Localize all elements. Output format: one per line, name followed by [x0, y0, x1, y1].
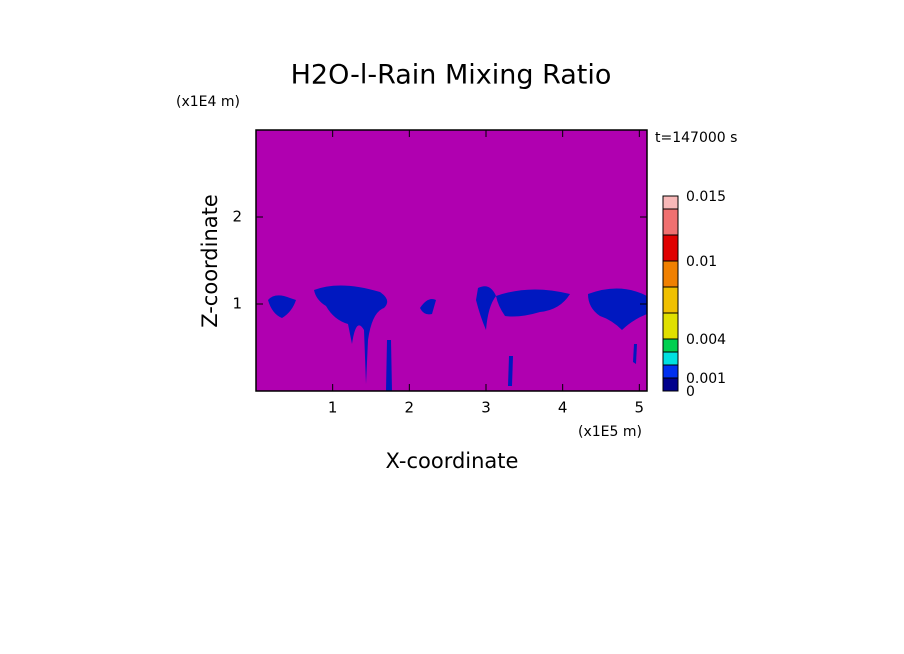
colorbar-tick-label: 0.01: [686, 254, 717, 270]
x-tick-label: 5: [635, 399, 645, 417]
colorbar-segment: [662, 286, 679, 314]
rain-patch: [633, 344, 637, 364]
colorbar-segment: [662, 260, 679, 288]
x-axis-label: X-coordinate: [386, 449, 519, 473]
colorbar-segment: [662, 312, 679, 340]
rain-patch: [476, 286, 496, 330]
colorbar-tick-label: 0.001: [686, 371, 726, 387]
y-tick-label: 2: [232, 208, 242, 226]
rain-patch: [496, 289, 570, 317]
colorbar-segment: [662, 234, 679, 262]
plot-frame: [255, 129, 648, 392]
x-tick-label: 4: [558, 399, 568, 417]
colorbar-tick-label: 0.015: [686, 189, 726, 205]
colorbar-segment: [662, 208, 679, 236]
colorbar-segment: [662, 364, 679, 379]
plot-background: [256, 130, 647, 391]
colorbar-segment: [662, 195, 679, 210]
rain-patch: [508, 356, 513, 386]
y-tick-label: 1: [232, 295, 242, 313]
rain-patches: [268, 285, 647, 391]
colorbar-segment: [662, 338, 679, 353]
chart-title: H2O-l-Rain Mixing Ratio: [291, 60, 612, 91]
colorbar-tick-label: 0: [686, 384, 695, 400]
x-tick-label: 2: [405, 399, 415, 417]
x-tick-label: 3: [481, 399, 491, 417]
rain-patch: [588, 288, 647, 330]
rain-patch: [420, 299, 436, 315]
rain-patch: [386, 340, 392, 391]
time-label: t=147000 s: [655, 130, 737, 146]
rain-patch: [268, 295, 296, 318]
colorbar-tick-label: 0.004: [686, 332, 726, 348]
colorbar-segment: [662, 351, 679, 366]
x-tick-label: 1: [328, 399, 338, 417]
x-unit: (x1E5 m): [578, 424, 642, 440]
y-unit: (x1E4 m): [176, 94, 240, 110]
rain-patch: [314, 285, 388, 384]
y-axis-label: Z-coordinate: [198, 194, 222, 328]
colorbar-segment: [662, 377, 679, 392]
